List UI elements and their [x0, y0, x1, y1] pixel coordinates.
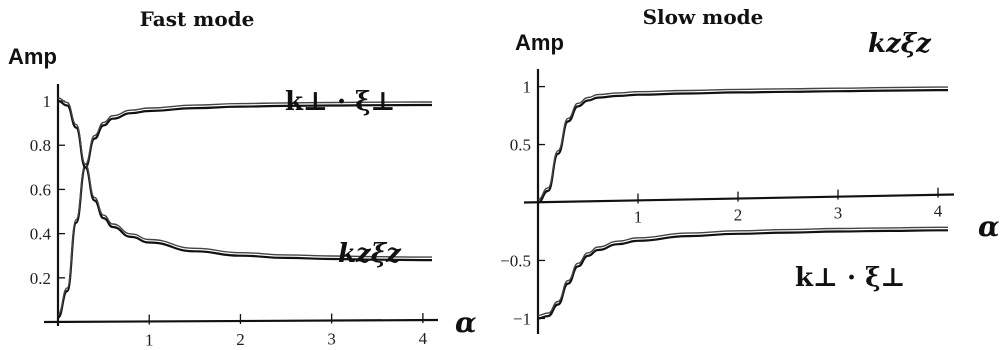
slow-mode-curves: [537, 86, 948, 320]
slow-mode-x-tick-label: 2: [734, 206, 743, 225]
fast-mode-series-label-kz: kzξz: [338, 239, 402, 269]
slow-mode-series-kz-line-shadow: [537, 86, 948, 201]
slow-mode-y-tick-label: 1: [523, 78, 532, 97]
fast-mode-series-kperp-line: [57, 103, 432, 319]
slow-mode-y-tick-label: 0.5: [510, 136, 531, 155]
slow-mode-series-label-kz: kzξz: [868, 29, 932, 59]
slow-mode-x-tick-label: 3: [834, 204, 843, 223]
fast-mode-curves: [57, 97, 432, 319]
fast-mode-x-tick-label: 4: [419, 329, 428, 348]
fast-mode-y-axis-label: Amp: [8, 44, 57, 69]
slow-mode-x-axis-label: α: [978, 210, 1000, 243]
slow-mode-y-tick-label: −0.5: [500, 251, 531, 270]
slow-mode-x-axis: [523, 193, 955, 204]
fast-mode-y-tick-label: 0.8: [30, 136, 51, 155]
fast-mode-x-tick-label: 1: [145, 331, 154, 350]
fast-mode-series-label-kperp: k⊥ · ξ⊥: [285, 87, 396, 117]
slow-mode-panel: Slow mode Amp 1 2 3 4 −1 −0.5 0.5 1 kzξz k⊥ · ξ…: [500, 5, 1000, 334]
fast-mode-x-tick-label: 2: [236, 330, 245, 349]
slow-mode-y-axis-label: Amp: [515, 30, 564, 55]
fast-mode-title: Fast mode: [140, 7, 255, 31]
slow-mode-series-kz-line: [537, 89, 948, 204]
fast-mode-panel: Fast mode Amp 1 2 3 40.20.40.60.81 k⊥ · ξ⊥ …: [8, 7, 477, 350]
slow-mode-series-label-kperp: k⊥ · ξ⊥: [795, 263, 906, 293]
slow-mode-series-kperp-line: [537, 229, 948, 320]
fast-mode-y-tick-label: 0.4: [30, 225, 52, 244]
slow-mode-title: Slow mode: [643, 5, 764, 29]
slow-mode-y-tick-label: −1: [513, 309, 531, 328]
fast-mode-y-tick-label: 1: [43, 92, 52, 111]
slow-mode-axes: 1 2 3 4 −1 −0.5 0.5 1: [500, 69, 955, 334]
fast-mode-x-tick-label: 3: [327, 330, 336, 349]
fast-mode-y-tick-label: 0.2: [30, 269, 51, 288]
fast-mode-x-axis-label: α: [455, 306, 477, 339]
fast-mode-series-kperp-line-shadow: [57, 101, 432, 316]
slow-mode-x-tick-label: 4: [934, 202, 943, 221]
fast-mode-series-kz-line: [57, 99, 432, 262]
fast-mode-axes: 1 2 3 4 0.2 0.4 0.6 0.8 1: [30, 84, 439, 350]
fast-mode-series-kz-line-shadow: [57, 97, 432, 258]
slow-mode-series-kperp-line-shadow: [537, 226, 948, 317]
slow-mode-x-tick-label: 1: [634, 208, 643, 227]
fast-mode-y-tick-label: 0.6: [30, 180, 51, 199]
